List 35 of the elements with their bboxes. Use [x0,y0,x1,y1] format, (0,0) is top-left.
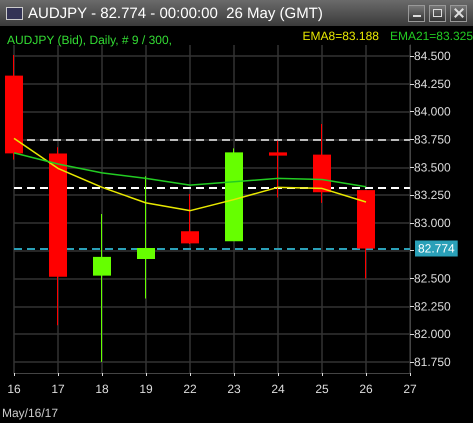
y-tick-label: 83.750 [414,132,452,147]
candlestick [313,123,331,204]
y-tick-label: 83.500 [414,160,452,174]
x-tick-label: 18 [95,382,109,396]
x-tick-label: 23 [227,382,241,396]
legend-label: EMA21=83.325 [390,29,473,43]
text: EMA8=83.188 [302,29,380,43]
x-tick-label: 26 [359,382,373,396]
x-tick-label: 24 [271,382,285,396]
x-tick-label: 25 [315,382,329,396]
chart-subtitle: AUDJPY (Bid), Daily, # 9 / 300, [7,33,172,47]
y-tick-label: 82.250 [414,299,452,314]
chart-title: AUDJPY - 82.774 - 00:00:00 26 May (GMT) [28,4,324,22]
line-series [13,138,367,212]
y-tick-label: 83.000 [414,216,452,230]
x-tick-label: 16 [7,382,21,396]
candlestick [225,148,243,242]
candlestick [269,140,287,198]
y-tick-label: 81.750 [414,354,452,369]
y-tick-label: 84.000 [414,104,452,119]
candlestick [357,190,375,279]
y-tick-label: 82.500 [414,271,452,286]
candlestick [181,193,199,245]
candlestick [5,54,23,160]
text: May/16/17 [2,406,58,420]
x-tick-label: 27 [403,382,417,396]
y-tick-label: 84.250 [414,76,452,91]
y-tick-label: 82.000 [414,327,452,342]
y-tick-label: 83.250 [414,188,452,202]
x-tick-label: 22 [183,382,197,396]
line-series [13,152,367,188]
ref-line-label: 82.774 [418,241,456,256]
y-tick-label: 84.500 [414,49,452,64]
x-tick-label: 17 [51,382,65,396]
x-tick-label: 19 [139,382,153,396]
